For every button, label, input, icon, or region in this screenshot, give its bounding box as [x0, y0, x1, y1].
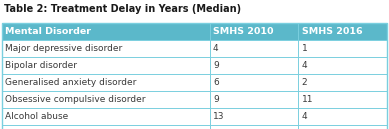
Text: 4: 4: [301, 61, 307, 70]
Text: 2: 2: [301, 78, 307, 87]
Text: Major depressive disorder: Major depressive disorder: [5, 44, 122, 53]
Text: 9: 9: [213, 95, 219, 104]
Bar: [298, 57, 387, 74]
Text: 9: 9: [213, 61, 219, 70]
Bar: [2, 23, 210, 40]
Bar: [210, 108, 298, 125]
Text: Bipolar disorder: Bipolar disorder: [5, 61, 77, 70]
Text: 4: 4: [301, 112, 307, 121]
Text: 1: 1: [301, 44, 307, 53]
Bar: [210, 23, 298, 40]
Text: 13: 13: [213, 112, 224, 121]
Bar: [298, 40, 387, 57]
Bar: [2, 74, 210, 91]
Text: 11: 11: [301, 95, 313, 104]
Bar: [2, 57, 210, 74]
Bar: [210, 91, 298, 108]
Text: 6: 6: [213, 78, 219, 87]
Bar: [210, 74, 298, 91]
Bar: [2, 108, 210, 125]
Text: SMHS 2016: SMHS 2016: [301, 27, 362, 36]
Bar: [2, 40, 210, 57]
Bar: [210, 125, 298, 129]
Text: Obsessive compulsive disorder: Obsessive compulsive disorder: [5, 95, 145, 104]
Bar: [298, 91, 387, 108]
Bar: [298, 23, 387, 40]
Bar: [2, 125, 210, 129]
Bar: [298, 125, 387, 129]
Text: 4: 4: [213, 44, 219, 53]
Text: Mental Disorder: Mental Disorder: [5, 27, 91, 36]
Bar: [210, 57, 298, 74]
Text: Alcohol abuse: Alcohol abuse: [5, 112, 68, 121]
Bar: [298, 108, 387, 125]
Text: Generalised anxiety disorder: Generalised anxiety disorder: [5, 78, 137, 87]
Bar: [2, 91, 210, 108]
Bar: [298, 74, 387, 91]
Bar: [210, 40, 298, 57]
Text: Table 2: Treatment Delay in Years (Median): Table 2: Treatment Delay in Years (Media…: [4, 4, 241, 14]
Text: SMHS 2010: SMHS 2010: [213, 27, 273, 36]
